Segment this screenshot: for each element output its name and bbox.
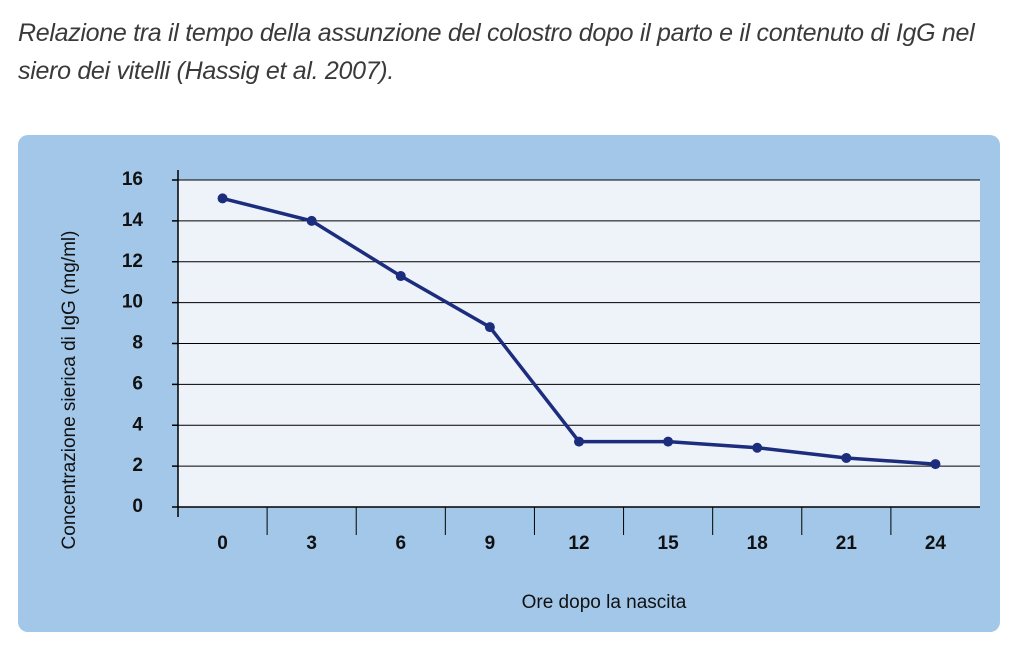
x-tick-label: 18 <box>747 533 768 554</box>
y-tick-label: 6 <box>132 373 143 394</box>
x-axis-label: Ore dopo la nascita <box>522 592 687 613</box>
point <box>930 459 941 470</box>
x-tick-label: 0 <box>217 533 228 554</box>
chart-title: Relazione tra il tempo della assunzione … <box>18 19 975 85</box>
y-tick-label: 14 <box>122 210 144 231</box>
point <box>306 215 317 226</box>
x-tick-label: 21 <box>836 533 858 554</box>
y-tick-label: 8 <box>132 333 143 354</box>
point <box>484 322 495 333</box>
y-tick-label: 4 <box>132 414 143 435</box>
x-tick-label: 24 <box>925 533 947 554</box>
x-tick-label: 6 <box>395 533 406 554</box>
point <box>841 452 852 463</box>
point <box>752 442 763 453</box>
point <box>395 271 406 282</box>
y-tick-label: 12 <box>122 251 143 272</box>
point <box>663 436 674 447</box>
y-tick-label: 2 <box>132 455 143 476</box>
x-tick-label: 12 <box>568 533 589 554</box>
y-tick-label: 10 <box>122 292 143 313</box>
point <box>574 436 584 447</box>
point <box>217 193 228 204</box>
x-tick-label: 3 <box>306 533 317 554</box>
x-tick-label: 9 <box>485 533 496 554</box>
x-tick-label: 15 <box>658 533 680 554</box>
y-tick-label: 16 <box>122 169 143 190</box>
y-tick-label: 0 <box>132 496 143 517</box>
y-axis-label: Concentrazione sierica di IgG (mg/ml) <box>59 231 80 550</box>
